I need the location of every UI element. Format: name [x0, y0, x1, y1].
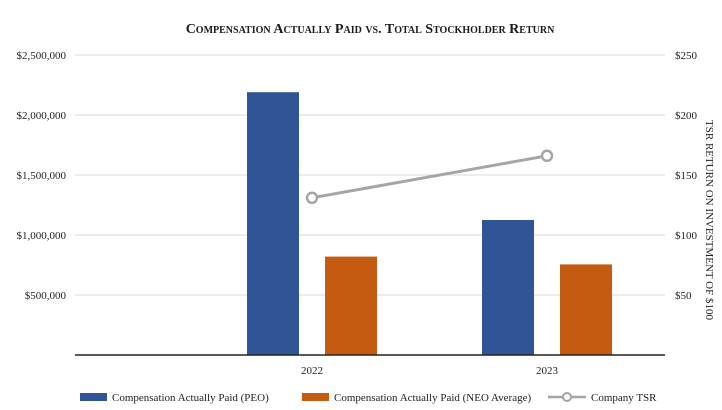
bar [560, 264, 612, 355]
legend-label: Company TSR [591, 392, 657, 404]
bar [325, 256, 377, 355]
y-right-tick-label: $200 [675, 110, 698, 122]
tsr-point [540, 149, 554, 163]
bar [247, 92, 299, 355]
y-right-axis-title: TSR RETURN ON INVESTMENT OF $100 [703, 120, 715, 320]
y-right-tick-label: $50 [675, 290, 692, 302]
tsr-line [305, 149, 554, 205]
legend-swatch [302, 393, 329, 401]
y-right-tick-label: $250 [675, 50, 698, 62]
y-left-tick-label: $2,000,000 [17, 110, 67, 122]
legend-swatch [80, 393, 107, 401]
x-ticks: 2022 2023 [301, 365, 559, 377]
x-tick-label: 2023 [536, 365, 559, 377]
tsr-point [305, 191, 319, 205]
tsr-series-line [311, 154, 548, 200]
legend-swatch-marker [562, 392, 572, 402]
y-right-tick-label: $150 [675, 170, 698, 182]
x-tick-label: 2022 [301, 365, 323, 377]
legend-label: Compensation Actually Paid (PEO) [112, 392, 269, 404]
chart-title: Compensation Actually Paid vs. Total Sto… [186, 22, 555, 37]
y-right-tick-label: $100 [675, 230, 698, 242]
y-left-ticks: $500,000 $1,000,000 $1,500,000 $2,000,000 $2… [17, 50, 67, 302]
y-left-tick-label: $500,000 [25, 290, 67, 302]
y-left-tick-label: $1,500,000 [17, 170, 67, 182]
bars [247, 92, 612, 355]
y-left-tick-label: $2,500,000 [17, 50, 67, 62]
bar [482, 220, 534, 355]
legend: Compensation Actually Paid (PEO) Compensa… [80, 392, 657, 404]
legend-label: Compensation Actually Paid (NEO Average) [334, 392, 531, 404]
y-right-ticks: $50 $100 $150 $200 $250 [675, 50, 698, 302]
y-left-tick-label: $1,000,000 [17, 230, 67, 242]
